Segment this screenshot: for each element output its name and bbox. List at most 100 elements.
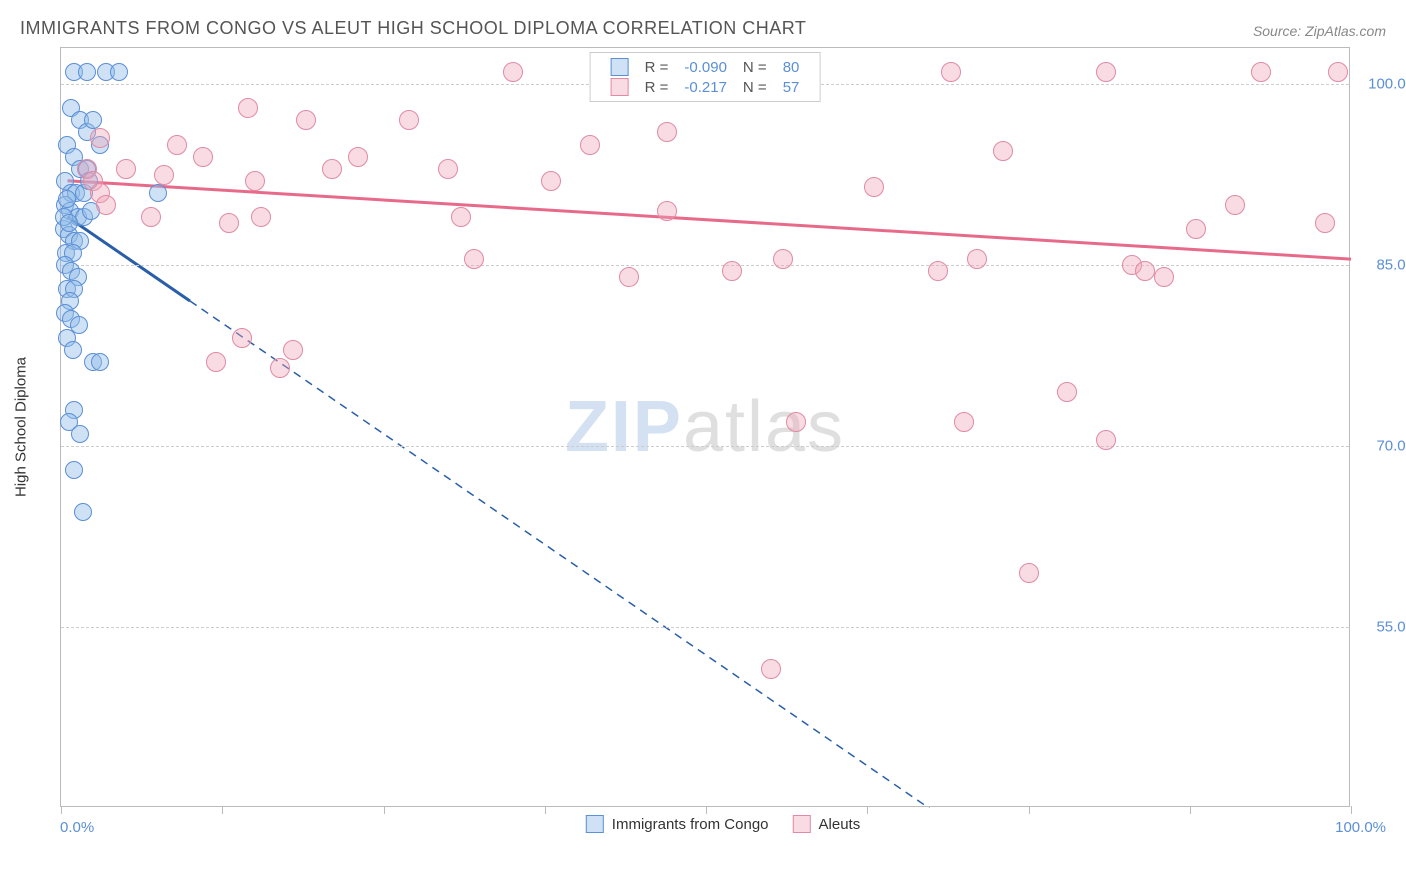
gridline [61, 265, 1349, 266]
data-point-series-0 [69, 208, 87, 226]
data-point-series-1 [245, 171, 265, 191]
data-point-series-0 [56, 304, 74, 322]
trendline-solid-series-0 [67, 217, 190, 301]
data-point-series-1 [348, 147, 368, 167]
data-point-series-0 [58, 136, 76, 154]
data-point-series-0 [55, 220, 73, 238]
data-point-series-1 [399, 110, 419, 130]
data-point-series-1 [283, 340, 303, 360]
data-point-series-1 [141, 207, 161, 227]
data-point-series-1 [619, 267, 639, 287]
data-point-series-1 [90, 183, 110, 203]
data-point-series-0 [91, 353, 109, 371]
data-point-series-0 [56, 196, 74, 214]
data-point-series-0 [62, 310, 80, 328]
trend-lines [61, 48, 1351, 808]
legend-swatch-series-0 [611, 58, 629, 76]
data-point-series-0 [149, 184, 167, 202]
trendline-solid-series-1 [67, 181, 1351, 259]
data-point-series-0 [65, 148, 83, 166]
legend-label-series-1: Aleuts [819, 816, 861, 833]
data-point-series-1 [1096, 62, 1116, 82]
data-point-series-1 [116, 159, 136, 179]
data-point-series-0 [65, 232, 83, 250]
data-point-series-0 [60, 214, 78, 232]
chart-wrap: High School Diploma R = -0.090 N = 80 R … [60, 47, 1386, 847]
data-point-series-1 [1251, 62, 1271, 82]
y-tick-label: 55.0% [1359, 619, 1406, 636]
data-point-series-1 [941, 62, 961, 82]
data-point-series-1 [1225, 195, 1245, 215]
y-tick-label: 70.0% [1359, 438, 1406, 455]
data-point-series-0 [71, 111, 89, 129]
data-point-series-0 [61, 202, 79, 220]
data-point-series-1 [1315, 213, 1335, 233]
legend-swatch-series-1 [793, 815, 811, 833]
trendline-dashed-series-0 [190, 301, 964, 808]
data-point-series-0 [67, 184, 85, 202]
data-point-series-0 [75, 184, 93, 202]
correlation-legend: R = -0.090 N = 80 R = -0.217 N = 57 [590, 52, 821, 102]
y-tick-label: 85.0% [1359, 257, 1406, 274]
data-point-series-0 [110, 63, 128, 81]
data-point-series-1 [864, 177, 884, 197]
x-axis-max-label: 100.0% [1335, 819, 1386, 836]
data-point-series-1 [238, 98, 258, 118]
data-point-series-0 [71, 160, 89, 178]
data-point-series-1 [451, 207, 471, 227]
data-point-series-1 [96, 195, 116, 215]
data-point-series-0 [82, 202, 100, 220]
data-point-series-0 [74, 503, 92, 521]
legend-label-series-0: Immigrants from Congo [612, 816, 769, 833]
legend-n-label: N = [735, 57, 775, 77]
data-point-series-1 [580, 135, 600, 155]
data-point-series-1 [657, 122, 677, 142]
data-point-series-1 [232, 328, 252, 348]
data-point-series-1 [993, 141, 1013, 161]
legend-n-label: N = [735, 77, 775, 97]
legend-swatch-series-1 [611, 78, 629, 96]
legend-swatch-series-0 [586, 815, 604, 833]
data-point-series-0 [71, 425, 89, 443]
data-point-series-0 [55, 208, 73, 226]
data-point-series-0 [65, 280, 83, 298]
x-axis: 0.0% Immigrants from Congo Aleuts 100.0% [60, 807, 1386, 847]
data-point-series-1 [1019, 563, 1039, 583]
data-point-series-0 [91, 136, 109, 154]
data-point-series-1 [761, 659, 781, 679]
data-point-series-1 [1154, 267, 1174, 287]
data-point-series-1 [1186, 219, 1206, 239]
legend-item-series-0: Immigrants from Congo [586, 815, 769, 833]
data-point-series-0 [69, 268, 87, 286]
legend-n-value-0: 80 [775, 57, 808, 77]
data-point-series-1 [954, 412, 974, 432]
y-tick-label: 100.0% [1359, 76, 1406, 93]
data-point-series-1 [296, 110, 316, 130]
chart-source: Source: ZipAtlas.com [1253, 23, 1386, 39]
data-point-series-0 [65, 63, 83, 81]
data-point-series-1 [1057, 382, 1077, 402]
watermark-zip: ZIP [565, 387, 683, 467]
data-point-series-1 [503, 62, 523, 82]
data-point-series-0 [64, 244, 82, 262]
data-point-series-1 [322, 159, 342, 179]
legend-r-value-0: -0.090 [676, 57, 735, 77]
watermark: ZIPatlas [565, 386, 845, 468]
scatter-plot: High School Diploma R = -0.090 N = 80 R … [60, 47, 1350, 807]
data-point-series-0 [75, 208, 93, 226]
gridline [61, 446, 1349, 447]
data-point-series-0 [64, 341, 82, 359]
legend-r-value-1: -0.217 [676, 77, 735, 97]
data-point-series-0 [57, 244, 75, 262]
data-point-series-0 [60, 226, 78, 244]
data-point-series-0 [70, 316, 88, 334]
data-point-series-0 [56, 172, 74, 190]
data-point-series-1 [438, 159, 458, 179]
series-legend: Immigrants from Congo Aleuts [586, 815, 860, 833]
data-point-series-1 [270, 358, 290, 378]
data-point-series-1 [83, 171, 103, 191]
legend-row-series-0: R = -0.090 N = 80 [603, 57, 808, 77]
chart-title: IMMIGRANTS FROM CONGO VS ALEUT HIGH SCHO… [20, 18, 806, 39]
data-point-series-1 [206, 352, 226, 372]
data-point-series-1 [657, 201, 677, 221]
